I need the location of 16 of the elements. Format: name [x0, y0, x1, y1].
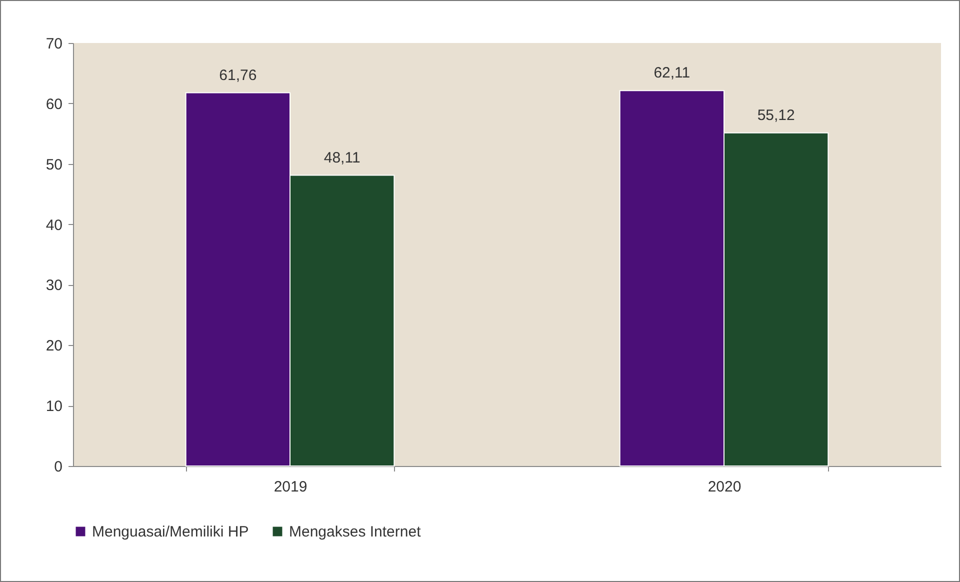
y-tick-label: 50 — [46, 156, 62, 174]
data-label: 62,11 — [654, 64, 690, 82]
data-label: 55,12 — [757, 106, 795, 124]
data-label: 61,76 — [219, 66, 257, 84]
y-tick-label: 60 — [46, 96, 62, 113]
y-tick-label: 30 — [46, 277, 62, 294]
data-label: 48,11 — [324, 149, 360, 166]
y-tick-label: 10 — [46, 398, 62, 416]
y-tick-label: 20 — [46, 338, 62, 355]
y-tick-label: 40 — [46, 216, 62, 234]
x-tick-label: 2020 — [708, 478, 742, 496]
legend-label: Menguasai/Memiliki HP — [92, 524, 249, 541]
y-tick-label: 70 — [46, 36, 62, 52]
y-tick-label: 0 — [54, 458, 62, 476]
x-tick-label: 2019 — [274, 478, 308, 496]
legend-label: Mengakses Internet — [289, 524, 422, 541]
